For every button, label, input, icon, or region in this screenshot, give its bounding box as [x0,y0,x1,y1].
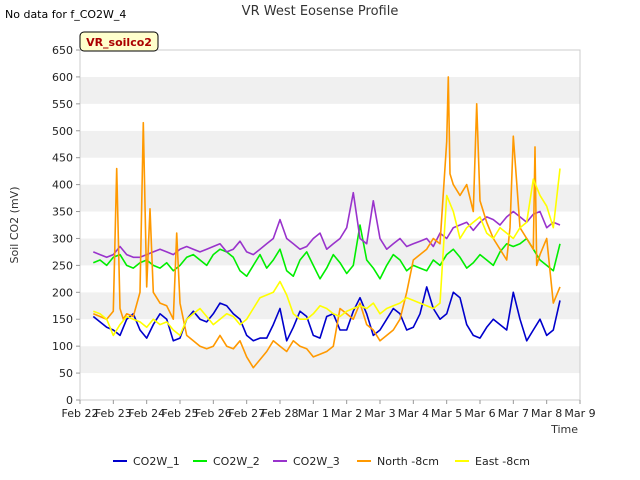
x-tick-label: Mar 2 [331,407,362,420]
grid-band [80,265,580,293]
legend-label: CO2W_1 [133,455,180,468]
grid-band [80,346,580,374]
series-line-co2w-1 [92,286,561,342]
y-tick-label: 300 [52,232,73,245]
grid-band [80,130,580,158]
y-axis-ticks: 0 50 100 150 200 250 300 350 400 450 500 550 600 650 [52,44,80,407]
series-line-co2w-2 [93,224,561,280]
y-tick-label: 350 [52,206,73,219]
site-badge: VR_soilco2 [79,31,159,52]
y-tick-label: 50 [59,367,73,380]
x-tick-label: Mar 5 [431,407,462,420]
x-axis-label: Time [550,423,578,436]
x-tick-label: Mar 1 [298,407,329,420]
legend-label: East -8cm [475,455,530,468]
legend-label: CO2W_3 [293,455,340,468]
x-tick-label: Feb 24 [128,407,165,420]
plot-frame [79,49,581,401]
x-tick-label: Mar 4 [398,407,429,420]
y-tick-label: 150 [52,313,73,326]
grid-band [80,373,580,400]
grid-band [80,103,580,131]
grid-band [80,50,580,77]
site-badge-label: VR_soilco2 [86,36,152,49]
y-tick-label: 550 [52,98,73,111]
x-tick-label: Feb 28 [262,407,299,420]
y-axis-label: Soil CO2 (mV) [8,187,21,264]
y-tick-label: 600 [52,71,73,84]
grid-band [80,184,580,212]
y-tick-label: 250 [52,259,73,272]
site-badge-box [79,31,159,52]
y-tick-label: 650 [52,44,73,57]
legend-label: North -8cm [377,455,439,468]
legend: CO2W_1 CO2W_2 CO2W_3 North -8cm East -8cm [113,455,530,468]
x-tick-label: Mar 6 [464,407,495,420]
plot-background-bands [80,50,580,400]
x-tick-label: Feb 25 [162,407,199,420]
x-tick-label: Mar 7 [498,407,529,420]
x-tick-label: Feb 22 [62,407,99,420]
series-layer [92,76,561,369]
series-line-east-8cm [93,168,561,337]
y-tick-label: 200 [52,286,73,299]
grid-band [80,157,580,185]
x-tick-label: Feb 23 [95,407,132,420]
grid-band [80,211,580,239]
legend-label: CO2W_2 [213,455,260,468]
x-tick-label: Mar 3 [364,407,395,420]
chart-title: VR West Eosense Profile [242,4,399,19]
x-tick-label: Feb 26 [195,407,232,420]
y-tick-label: 100 [52,340,73,353]
no-data-note: No data for f_CO2W_4 [5,8,126,21]
y-tick-label: 450 [52,152,73,165]
x-tick-label: Mar 8 [531,407,562,420]
y-tick-label: 0 [66,394,73,407]
y-tick-label: 500 [52,125,73,138]
y-tick-label: 400 [52,179,73,192]
grid-band [80,76,580,104]
series-line-north-8cm [93,76,561,369]
x-tick-label: Feb 27 [228,407,265,420]
x-tick-label: Mar 9 [564,407,595,420]
